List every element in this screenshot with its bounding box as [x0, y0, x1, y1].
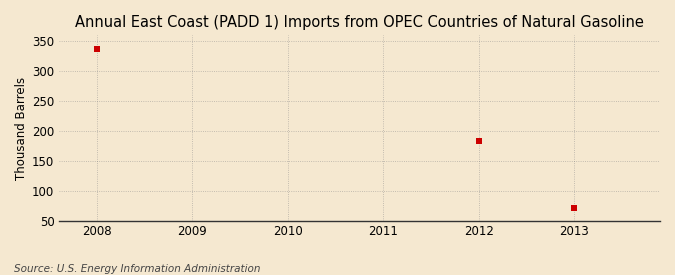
Y-axis label: Thousand Barrels: Thousand Barrels — [15, 76, 28, 180]
Text: Source: U.S. Energy Information Administration: Source: U.S. Energy Information Administ… — [14, 264, 260, 274]
Title: Annual East Coast (PADD 1) Imports from OPEC Countries of Natural Gasoline: Annual East Coast (PADD 1) Imports from … — [75, 15, 644, 30]
